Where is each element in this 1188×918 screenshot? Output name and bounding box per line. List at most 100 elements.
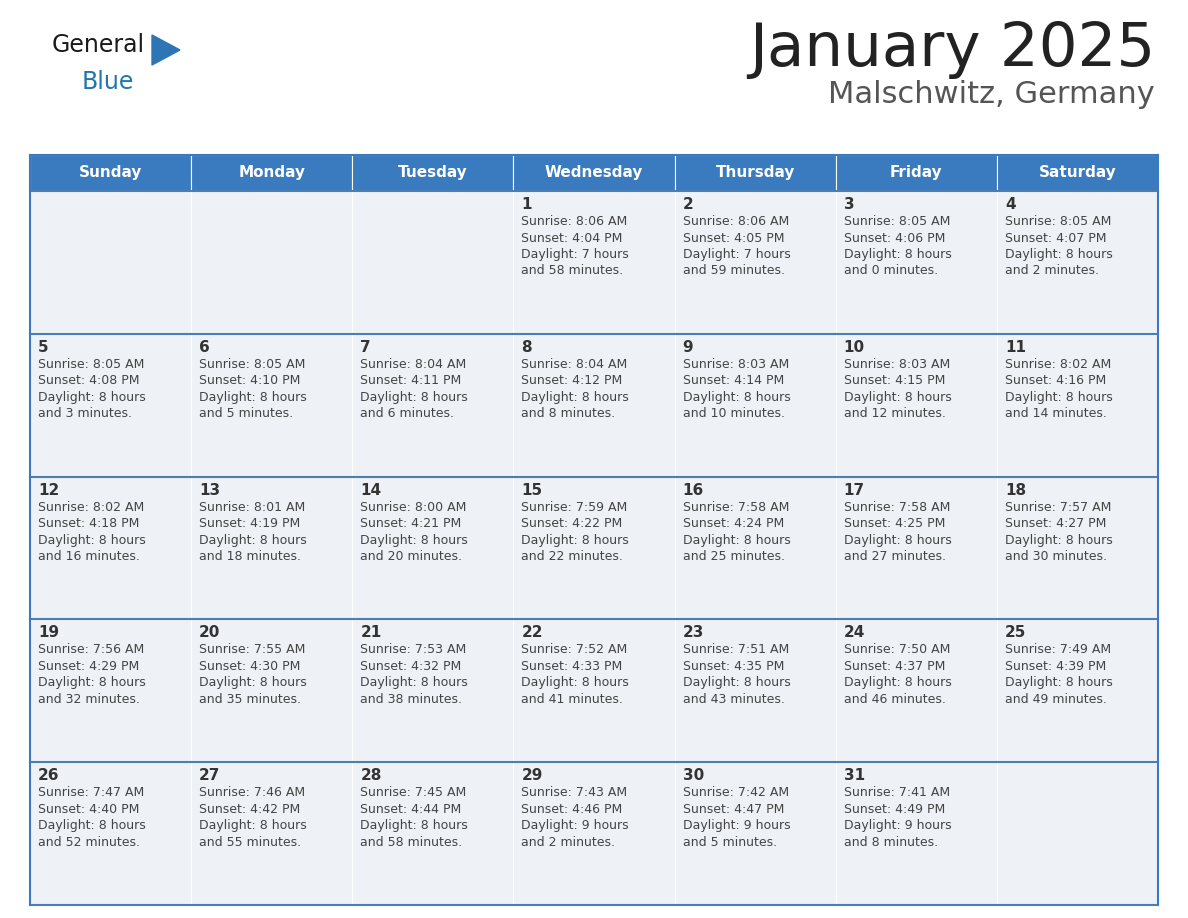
Text: Daylight: 8 hours: Daylight: 8 hours	[360, 677, 468, 689]
Text: Sunset: 4:14 PM: Sunset: 4:14 PM	[683, 375, 784, 387]
Text: and 8 minutes.: and 8 minutes.	[843, 835, 937, 849]
Text: Daylight: 8 hours: Daylight: 8 hours	[200, 533, 307, 546]
Text: Wednesday: Wednesday	[545, 165, 643, 181]
Bar	[353, 620, 513, 762]
Text: 14: 14	[360, 483, 381, 498]
Bar	[513, 191, 675, 334]
Text: 6: 6	[200, 340, 210, 354]
Text: Daylight: 8 hours: Daylight: 8 hours	[843, 533, 952, 546]
Text: 27: 27	[200, 768, 221, 783]
Text: Sunrise: 8:02 AM: Sunrise: 8:02 AM	[1005, 358, 1111, 371]
Text: Daylight: 8 hours: Daylight: 8 hours	[38, 533, 146, 546]
Text: 10: 10	[843, 340, 865, 354]
Text: Sunrise: 7:52 AM: Sunrise: 7:52 AM	[522, 644, 627, 656]
Text: Sunset: 4:04 PM: Sunset: 4:04 PM	[522, 231, 623, 244]
Text: 24: 24	[843, 625, 865, 641]
Text: Sunset: 4:46 PM: Sunset: 4:46 PM	[522, 802, 623, 816]
Bar	[513, 762, 675, 905]
Bar	[997, 155, 1158, 191]
Text: Sunset: 4:11 PM: Sunset: 4:11 PM	[360, 375, 461, 387]
Text: Sunset: 4:15 PM: Sunset: 4:15 PM	[843, 375, 946, 387]
Text: Daylight: 8 hours: Daylight: 8 hours	[360, 533, 468, 546]
Text: 31: 31	[843, 768, 865, 783]
Text: Sunset: 4:08 PM: Sunset: 4:08 PM	[38, 375, 139, 387]
Text: and 14 minutes.: and 14 minutes.	[1005, 408, 1107, 420]
Text: and 2 minutes.: and 2 minutes.	[1005, 264, 1099, 277]
Text: 8: 8	[522, 340, 532, 354]
Text: 28: 28	[360, 768, 381, 783]
Text: Sunset: 4:37 PM: Sunset: 4:37 PM	[843, 660, 946, 673]
Text: 16: 16	[683, 483, 703, 498]
Bar	[353, 334, 513, 476]
Text: 26: 26	[38, 768, 59, 783]
Text: 18: 18	[1005, 483, 1026, 498]
Bar	[675, 334, 835, 476]
Text: 22: 22	[522, 625, 543, 641]
Text: and 3 minutes.: and 3 minutes.	[38, 408, 132, 420]
Text: and 5 minutes.: and 5 minutes.	[683, 835, 777, 849]
Bar	[30, 191, 191, 334]
Text: Sunset: 4:42 PM: Sunset: 4:42 PM	[200, 802, 301, 816]
Text: Daylight: 8 hours: Daylight: 8 hours	[522, 391, 630, 404]
Text: Sunset: 4:10 PM: Sunset: 4:10 PM	[200, 375, 301, 387]
Text: Sunset: 4:21 PM: Sunset: 4:21 PM	[360, 517, 461, 530]
Bar	[513, 620, 675, 762]
Text: Blue: Blue	[82, 70, 134, 94]
Text: Tuesday: Tuesday	[398, 165, 468, 181]
Text: Sunset: 4:32 PM: Sunset: 4:32 PM	[360, 660, 461, 673]
Text: Daylight: 8 hours: Daylight: 8 hours	[360, 819, 468, 833]
Text: 7: 7	[360, 340, 371, 354]
Text: 3: 3	[843, 197, 854, 212]
Text: Daylight: 8 hours: Daylight: 8 hours	[683, 533, 790, 546]
Text: Sunset: 4:35 PM: Sunset: 4:35 PM	[683, 660, 784, 673]
Text: Saturday: Saturday	[1038, 165, 1117, 181]
Text: Daylight: 7 hours: Daylight: 7 hours	[683, 248, 790, 261]
Bar	[191, 334, 353, 476]
Text: and 2 minutes.: and 2 minutes.	[522, 835, 615, 849]
Text: Sunrise: 7:51 AM: Sunrise: 7:51 AM	[683, 644, 789, 656]
Text: Sunrise: 8:06 AM: Sunrise: 8:06 AM	[683, 215, 789, 228]
Bar	[191, 476, 353, 620]
Text: Sunset: 4:30 PM: Sunset: 4:30 PM	[200, 660, 301, 673]
Bar	[675, 476, 835, 620]
Text: Daylight: 8 hours: Daylight: 8 hours	[1005, 248, 1113, 261]
Bar	[675, 762, 835, 905]
Bar	[835, 620, 997, 762]
Bar	[191, 620, 353, 762]
Text: and 27 minutes.: and 27 minutes.	[843, 550, 946, 563]
Bar	[30, 762, 191, 905]
Text: Thursday: Thursday	[715, 165, 795, 181]
Text: Sunrise: 8:02 AM: Sunrise: 8:02 AM	[38, 500, 144, 513]
Text: 9: 9	[683, 340, 693, 354]
Bar	[997, 191, 1158, 334]
Text: Sunrise: 7:45 AM: Sunrise: 7:45 AM	[360, 786, 467, 800]
Text: 30: 30	[683, 768, 703, 783]
Text: Sunset: 4:05 PM: Sunset: 4:05 PM	[683, 231, 784, 244]
Text: Sunrise: 7:58 AM: Sunrise: 7:58 AM	[843, 500, 950, 513]
Text: January 2025: January 2025	[748, 20, 1155, 79]
Bar	[30, 476, 191, 620]
Bar	[513, 334, 675, 476]
Bar	[997, 476, 1158, 620]
Text: 17: 17	[843, 483, 865, 498]
Text: 2: 2	[683, 197, 694, 212]
Bar	[997, 334, 1158, 476]
Text: Daylight: 8 hours: Daylight: 8 hours	[1005, 533, 1113, 546]
Text: Malschwitz, Germany: Malschwitz, Germany	[828, 80, 1155, 109]
Text: Daylight: 8 hours: Daylight: 8 hours	[843, 248, 952, 261]
Text: Sunrise: 8:05 AM: Sunrise: 8:05 AM	[38, 358, 145, 371]
Text: Sunset: 4:12 PM: Sunset: 4:12 PM	[522, 375, 623, 387]
Text: and 10 minutes.: and 10 minutes.	[683, 408, 784, 420]
Text: Sunrise: 8:03 AM: Sunrise: 8:03 AM	[843, 358, 950, 371]
Bar	[30, 620, 191, 762]
Text: and 41 minutes.: and 41 minutes.	[522, 693, 624, 706]
Text: Sunrise: 8:04 AM: Sunrise: 8:04 AM	[522, 358, 627, 371]
Text: Daylight: 8 hours: Daylight: 8 hours	[200, 391, 307, 404]
Text: Sunset: 4:44 PM: Sunset: 4:44 PM	[360, 802, 461, 816]
Text: General: General	[52, 33, 145, 57]
Text: and 58 minutes.: and 58 minutes.	[522, 264, 624, 277]
Text: Sunrise: 8:00 AM: Sunrise: 8:00 AM	[360, 500, 467, 513]
Text: 4: 4	[1005, 197, 1016, 212]
Text: Sunrise: 8:01 AM: Sunrise: 8:01 AM	[200, 500, 305, 513]
Text: Sunrise: 7:55 AM: Sunrise: 7:55 AM	[200, 644, 305, 656]
